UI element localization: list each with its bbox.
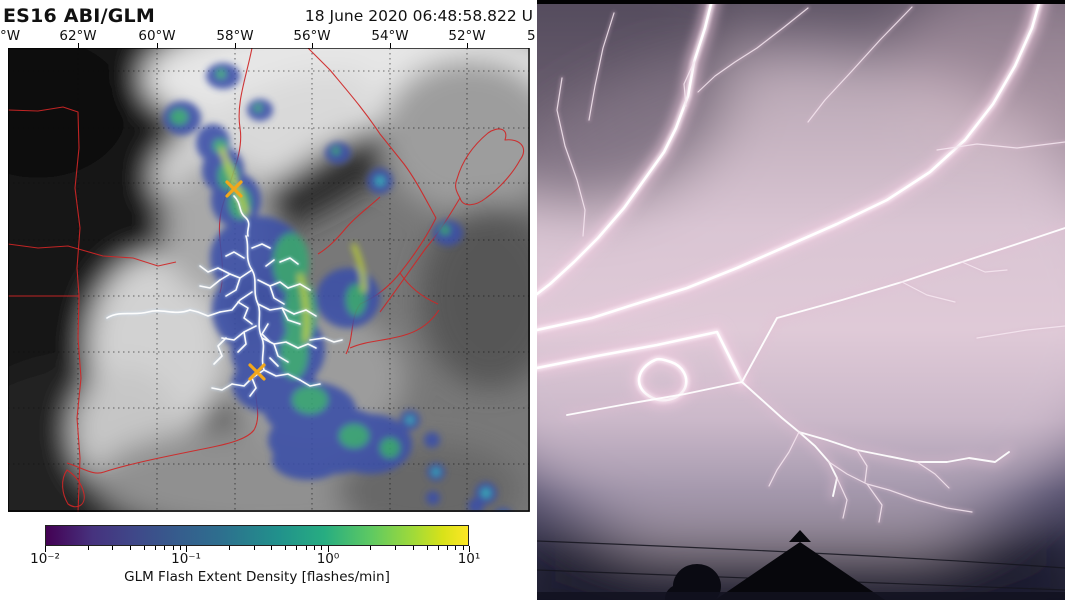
- longitude-tick-label: 54°W: [371, 28, 409, 44]
- satellite-map-svg: [7, 47, 530, 528]
- colorbar-tick-label: 10⁻¹: [171, 551, 201, 567]
- ground-shadow: [537, 592, 1065, 600]
- foreground-silhouette: [536, 530, 1065, 600]
- roof-finial: [789, 530, 811, 542]
- colorbar: [45, 525, 469, 546]
- longitude-axis: °W 62°W 60°W 58°W 56°W 54°W 52°W 5: [0, 28, 536, 44]
- colorbar-label: GLM Flash Extent Density [flashes/min]: [124, 569, 390, 585]
- longitude-tick-label: 56°W: [293, 28, 331, 44]
- longitude-tick-label: 62°W: [59, 28, 97, 44]
- longitude-tick-marks: [0, 43, 535, 48]
- glm-map-panel: ES16 ABI/GLM 18 June 2020 06:48:58.822 U…: [0, 5, 536, 585]
- longitude-tick-label: 52°W: [448, 28, 486, 44]
- figure-timestamp: 18 June 2020 06:48:58.822 U: [304, 7, 533, 25]
- satellite-map: [7, 47, 530, 528]
- roof-silhouette: [715, 542, 885, 600]
- longitude-tick-label: °W: [0, 28, 21, 44]
- flash-location-marker: [225, 180, 243, 198]
- colorbar-tick-label: 10⁰: [316, 551, 340, 567]
- longitude-tick-label: 5: [527, 28, 536, 44]
- longitude-tick-label: 60°W: [138, 28, 176, 44]
- video-letterbox-bar: [537, 0, 1065, 4]
- night-sky: [417, 0, 1065, 600]
- colorbar-tick-labels: 10⁻² 10⁻¹ 10⁰ 10¹: [30, 551, 480, 567]
- colorbar-tick-label: 10¹: [457, 551, 481, 567]
- flash-location-marker: [248, 363, 266, 381]
- lightning-photo: [417, 0, 1065, 600]
- colorbar-tick-label: 10⁻²: [30, 551, 60, 567]
- figure-title: ES16 ABI/GLM: [3, 5, 155, 27]
- colorbar-ticks: [45, 546, 470, 553]
- longitude-tick-label: 58°W: [216, 28, 254, 44]
- lightning-photo-svg: [417, 0, 1065, 600]
- map-frame: [7, 47, 530, 512]
